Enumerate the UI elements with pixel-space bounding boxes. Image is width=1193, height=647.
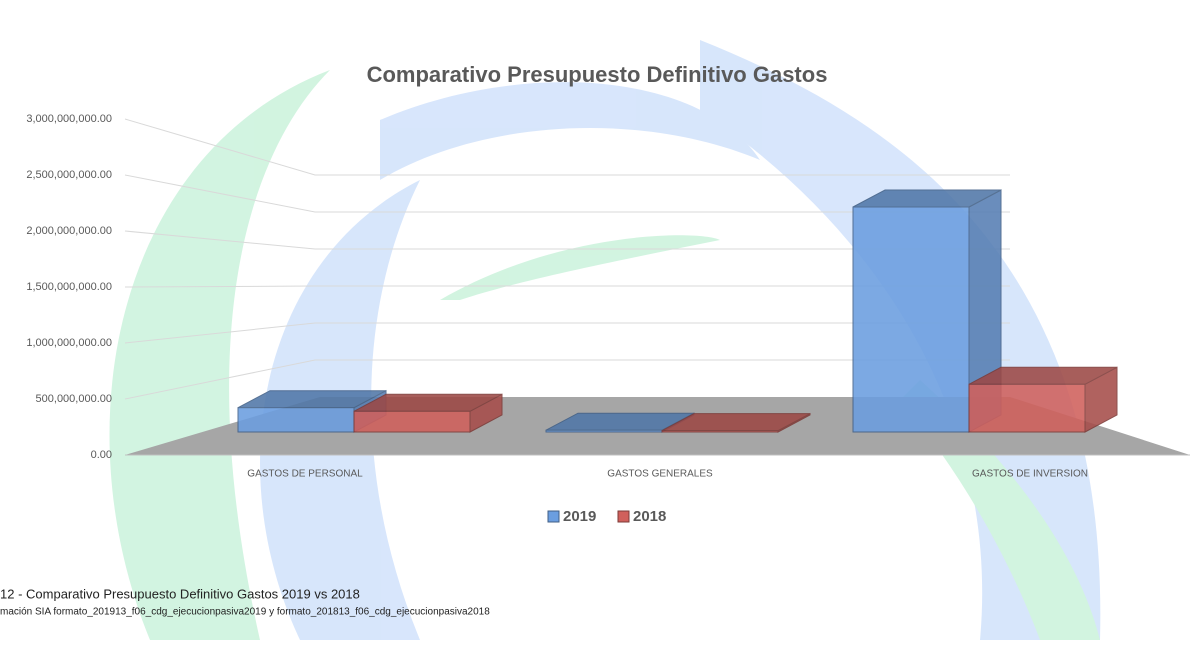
- x-tick-label: GASTOS DE INVERSION: [972, 469, 1088, 480]
- legend-swatch: [547, 510, 560, 523]
- bars: GASTOS DE PERSONAL GASTOS GENERALES GASTOS…: [237, 189, 1118, 480]
- grid-line: [124, 230, 1010, 250]
- grid-line: [124, 174, 1010, 213]
- y-tick-label: 3,000,000,000.00: [26, 113, 112, 125]
- bar: [353, 393, 503, 433]
- bar: [968, 366, 1118, 433]
- y-tick-label: 1,000,000,000.00: [26, 337, 112, 349]
- y-tick-label: 0.00: [91, 449, 112, 461]
- grid-line: [124, 285, 1010, 288]
- legend-label: 2019: [563, 508, 596, 525]
- grid: 0.00 500,000,000.00 1,000,000,000.00 1,500,…: [26, 113, 1190, 461]
- caption: 12 - Comparativo Presupuesto Definitivo …: [0, 586, 360, 601]
- bar-front: [237, 407, 355, 433]
- grid-line: [124, 118, 1010, 176]
- grid-line: [124, 322, 1010, 344]
- y-tick-label: 2,000,000,000.00: [26, 225, 112, 237]
- chart-title: Comparativo Presupuesto Definitivo Gasto…: [367, 62, 828, 87]
- bar: [661, 412, 811, 433]
- y-tick-label: 500,000,000.00: [36, 393, 112, 405]
- legend-label: 2018: [633, 508, 666, 525]
- bar-front: [353, 410, 471, 433]
- bar-front: [545, 429, 663, 433]
- bar-front: [661, 430, 779, 433]
- bar-front: [852, 206, 970, 433]
- x-tick-label: GASTOS DE PERSONAL: [247, 469, 363, 480]
- legend: 2019 2018: [547, 508, 666, 525]
- x-tick-label: GASTOS GENERALES: [607, 469, 713, 480]
- bar-front: [968, 383, 1086, 433]
- grid-line: [124, 359, 1010, 400]
- y-tick-label: 2,500,000,000.00: [26, 169, 112, 181]
- source: mación SIA formato_201913_f06_cdg_ejecuc…: [0, 607, 490, 618]
- y-tick-label: 1,500,000,000.00: [26, 281, 112, 293]
- legend-swatch: [617, 510, 630, 523]
